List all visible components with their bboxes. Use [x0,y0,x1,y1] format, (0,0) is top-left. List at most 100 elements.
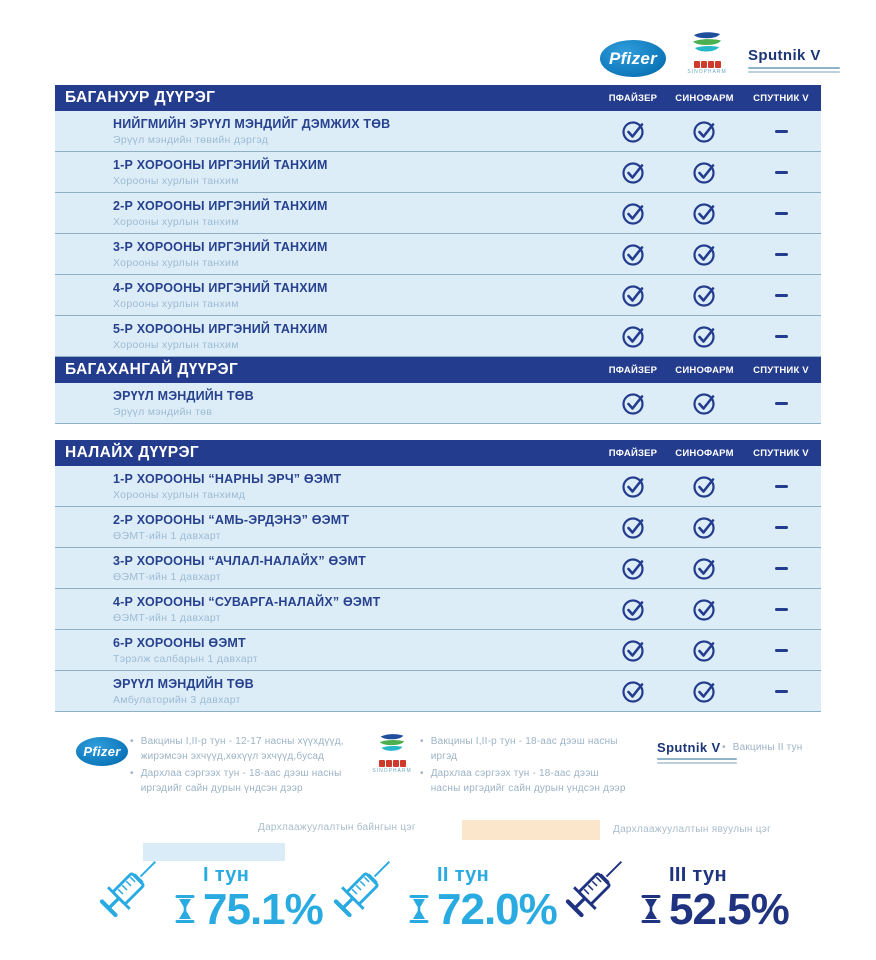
check-circle-icon [693,284,715,307]
sputnik-fineprint-line [748,67,840,69]
dash-icon [774,334,788,338]
dash-icon [774,252,788,256]
vaccination-table: БАГАНУУР ДҮҮРЭГ ПФАЙЗЕР СИНОФАРМ СПУТНИК V Н… [55,85,821,712]
center-name: ЭРҮҮЛ МЭНДИЙН ТӨВ [113,676,254,691]
sinopharm-available-icon [668,324,741,349]
center-location: Хорооны хурлын танхим [113,297,239,310]
center-name: 4-Р ХОРООНЫ “СУВАРГА-НАЛАЙХ” ӨЭМТ [113,594,381,609]
check-circle-icon [693,516,715,539]
check-circle-icon [621,202,644,225]
check-circle-icon [693,475,715,498]
center-location: Амбулаторийн 3 давхарт [113,693,241,706]
column-header-sinopharm: СИНОФАРМ [675,447,734,459]
center-location: Эрүүл мэндийн төвийн дэргэд [113,133,269,146]
dash-icon [774,170,788,174]
dose-label: I тун [203,864,250,887]
bullet-icon: • [130,736,134,747]
pfizer-available-icon [598,474,668,499]
legend-bullet: • Вакцины II тун [722,741,847,756]
sputnik_v-unavailable-dash [741,607,821,611]
sinopharm-available-icon [668,160,741,185]
check-circle-icon [693,243,715,266]
legend-bullet: • Вакцины I,II-р тун - 18-аас дээш насны … [420,735,630,764]
sputnik-logo-text: Sputnik V [657,740,721,755]
bullet-icon: • [130,768,134,779]
section-title: НАЛАЙХ ДҮҮРЭГ [65,444,200,461]
check-circle-icon [693,392,715,415]
table-row: НИЙГМИЙН ЭРҮҮЛ МЭНДИЙГ ДЭМЖИХ ТӨВ Эрүүл м… [55,111,821,152]
sputnik_v-unavailable-dash [741,648,821,652]
table-row: 3-Р ХОРООНЫ “АЧЛАЛ-НАЛАЙХ” ӨЭМТ ӨЭМТ-ийн … [55,548,821,589]
sinopharm-wave-icon [693,32,721,52]
sputnik-legend-logo: Sputnik V [657,740,737,764]
section-title: БАГАНУУР ДҮҮРЭГ [65,89,216,106]
dose-label: III тун [669,864,727,887]
check-circle-icon [693,680,715,703]
sputnik-legend: • Вакцины II тун [722,741,847,759]
sinopharm-available-icon [668,597,741,622]
sputnik-logo-text: Sputnik V [748,47,821,64]
sinopharm-wave-icon [379,734,405,751]
sinopharm-available-icon [668,242,741,267]
sinopharm-logo-text: SINOPHARM [372,768,412,774]
check-circle-icon [621,325,644,348]
legend-bullet: • Дархлаа сэргээх тун - 18-аас дээш насны… [420,767,630,796]
legend-bullet: • Вакцины I,II-р тун - 12-17 насны хүүхдү… [130,735,378,764]
sputnik_v-unavailable-dash [741,252,821,256]
center-location: ӨЭМТ-ийн 1 давхарт [113,611,221,624]
column-header-sputnik_v: СПУТНИК V [753,447,809,459]
pfizer-available-icon [598,160,668,185]
sputnik_v-unavailable-dash [741,293,821,297]
bullet-icon: • [420,736,424,747]
center-location: ӨЭМТ-ийн 1 давхарт [113,529,221,542]
mobile-point-swatch [462,820,600,840]
sputnik-fineprint-line [657,762,737,764]
table-row: 2-Р ХОРООНЫ ИРГЭНИЙ ТАНХИМ Хорооны хурлын… [55,193,821,234]
dash-icon [774,689,788,693]
center-name: ЭРҮҮЛ МЭНДИЙН ТӨВ [113,388,254,403]
legend-text: Вакцины II тун [732,742,803,753]
hourglass-icon [641,895,661,923]
sputnik_v-unavailable-dash [741,689,821,693]
sputnik_v-unavailable-dash [741,525,821,529]
center-name: 5-Р ХОРООНЫ ИРГЭНИЙ ТАНХИМ [113,321,328,336]
sinopharm-available-icon [668,556,741,581]
center-location: ӨЭМТ-ийн 1 давхарт [113,570,221,583]
column-header-sputnik_v: СПУТНИК V [753,92,809,104]
center-name: 2-Р ХОРООНЫ “АМЬ-ЭРДЭНЭ” ӨЭМТ [113,512,350,527]
center-name: НИЙГМИЙН ЭРҮҮЛ МЭНДИЙГ ДЭМЖИХ ТӨВ [113,116,391,131]
check-circle-icon [621,120,644,143]
bullet-icon: • [420,768,424,779]
pfizer-available-icon [598,556,668,581]
sinopharm-available-icon [668,638,741,663]
sinopharm-available-icon [668,679,741,704]
check-circle-icon [693,557,715,580]
check-circle-icon [693,202,715,225]
permanent-point-label: Дархлаажуулалтын байнгын цэг [258,822,416,833]
column-header-sinopharm: СИНОФАРМ [675,92,734,104]
center-name: 3-Р ХОРООНЫ ИРГЭНИЙ ТАНХИМ [113,239,328,254]
sputnik-logo: Sputnik V [748,47,840,73]
center-location: Эрүүл мэндийн төв [113,405,213,418]
legend-text: Дархлаа сэргээх тун - 18-аас дээш насны … [140,768,342,794]
center-name: 1-Р ХОРООНЫ “НАРНЫ ЭРЧ” ӨЭМТ [113,471,342,486]
syringe-icon [333,860,391,918]
pfizer-logo-text: Pfizer [83,744,121,759]
check-circle-icon [621,392,644,415]
sinopharm-available-icon [668,201,741,226]
sputnik_v-unavailable-dash [741,129,821,133]
sinopharm-available-icon [668,283,741,308]
center-name: 4-Р ХОРООНЫ ИРГЭНИЙ ТАНХИМ [113,280,328,295]
sinopharm-available-icon [668,119,741,144]
dash-icon [774,648,788,652]
permanent-point-swatch [143,843,285,861]
center-name: 2-Р ХОРООНЫ ИРГЭНИЙ ТАНХИМ [113,198,328,213]
check-circle-icon [621,516,644,539]
sinopharm-logo-text: SINOPHARM [687,69,727,75]
column-header-pfizer: ПФАЙЗЕР [608,447,658,459]
pfizer-logo: Pfizer [600,40,666,77]
sputnik_v-unavailable-dash [741,211,821,215]
dose-value: 75.1% [203,885,324,935]
center-name: 1-Р ХОРООНЫ ИРГЭНИЙ ТАНХИМ [113,157,328,172]
table-row: 2-Р ХОРООНЫ “АМЬ-ЭРДЭНЭ” ӨЭМТ ӨЭМТ-ийн 1 … [55,507,821,548]
